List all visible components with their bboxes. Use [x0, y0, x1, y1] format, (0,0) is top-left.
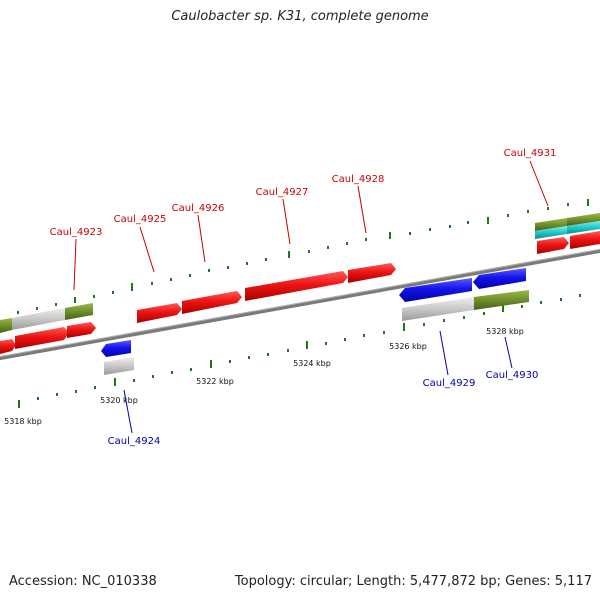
gene-label-caul-4926: Caul_4926 — [172, 203, 225, 214]
gene-label-caul-4927: Caul_4927 — [256, 187, 309, 198]
gene-label-caul-4924: Caul_4924 — [108, 436, 161, 447]
forward-gene-arrow — [182, 291, 242, 314]
forward-gene-arrow — [570, 231, 600, 249]
genome-backbone — [0, 248, 600, 361]
olive-feature — [0, 318, 12, 333]
olive-feature — [65, 303, 93, 320]
forward-gene-arrow — [245, 271, 348, 301]
gene-label-caul-4923: Caul_4923 — [50, 227, 103, 238]
scale-label-5326: 5326 kbp — [389, 342, 427, 351]
forward-gene-arrow — [348, 263, 396, 283]
scale-tick-row — [18, 294, 581, 408]
gray-feature — [104, 357, 134, 375]
forward-gene-arrow — [15, 327, 69, 349]
olive-feature — [474, 290, 529, 310]
genome-backbone-highlight — [0, 248, 600, 358]
forward-gene-arrow — [137, 303, 182, 323]
gray-feature — [402, 297, 474, 321]
scale-label-5318: 5318 kbp — [4, 417, 42, 426]
olive-feature — [535, 218, 567, 231]
gene-label-caul-4931: Caul_4931 — [504, 148, 557, 159]
reverse-gene-arrow — [101, 340, 131, 357]
gene-label-caul-4929: Caul_4929 — [423, 378, 476, 389]
map-title: Caulobacter sp. K31, complete genome — [171, 9, 429, 24]
reverse-cds-row — [101, 268, 529, 375]
olive-feature — [567, 213, 600, 226]
gene-label-caul-4928: Caul_4928 — [332, 174, 385, 185]
accession-text: Accession: NC_010338 — [9, 574, 157, 589]
reverse-gene-arrow — [399, 278, 472, 302]
forward-gene-arrow — [0, 339, 16, 354]
forward-cds-row — [0, 231, 600, 354]
forward-gene-arrow — [537, 237, 569, 254]
scale-label-5328: 5328 kbp — [486, 327, 524, 336]
forward-tick-row — [17, 199, 589, 314]
gray-feature — [12, 308, 65, 330]
cyan-feature — [535, 226, 567, 239]
forward-gene-arrow — [67, 322, 96, 338]
scale-label-5322: 5322 kbp — [196, 377, 234, 386]
gene-label-caul-4930: Caul_4930 — [486, 370, 539, 381]
reverse-gene-arrow — [473, 268, 526, 289]
reverse-label-leaders — [123, 330, 513, 434]
gene-label-caul-4925: Caul_4925 — [114, 214, 167, 225]
cyan-feature — [567, 221, 600, 234]
genome-summary-text: Topology: circular; Length: 5,477,872 bp… — [234, 574, 592, 589]
forward-label-leaders — [73, 160, 549, 291]
scale-label-5324: 5324 kbp — [293, 359, 331, 368]
scale-label-5320: 5320 kbp — [100, 396, 138, 405]
forward-upper-row — [0, 213, 600, 333]
